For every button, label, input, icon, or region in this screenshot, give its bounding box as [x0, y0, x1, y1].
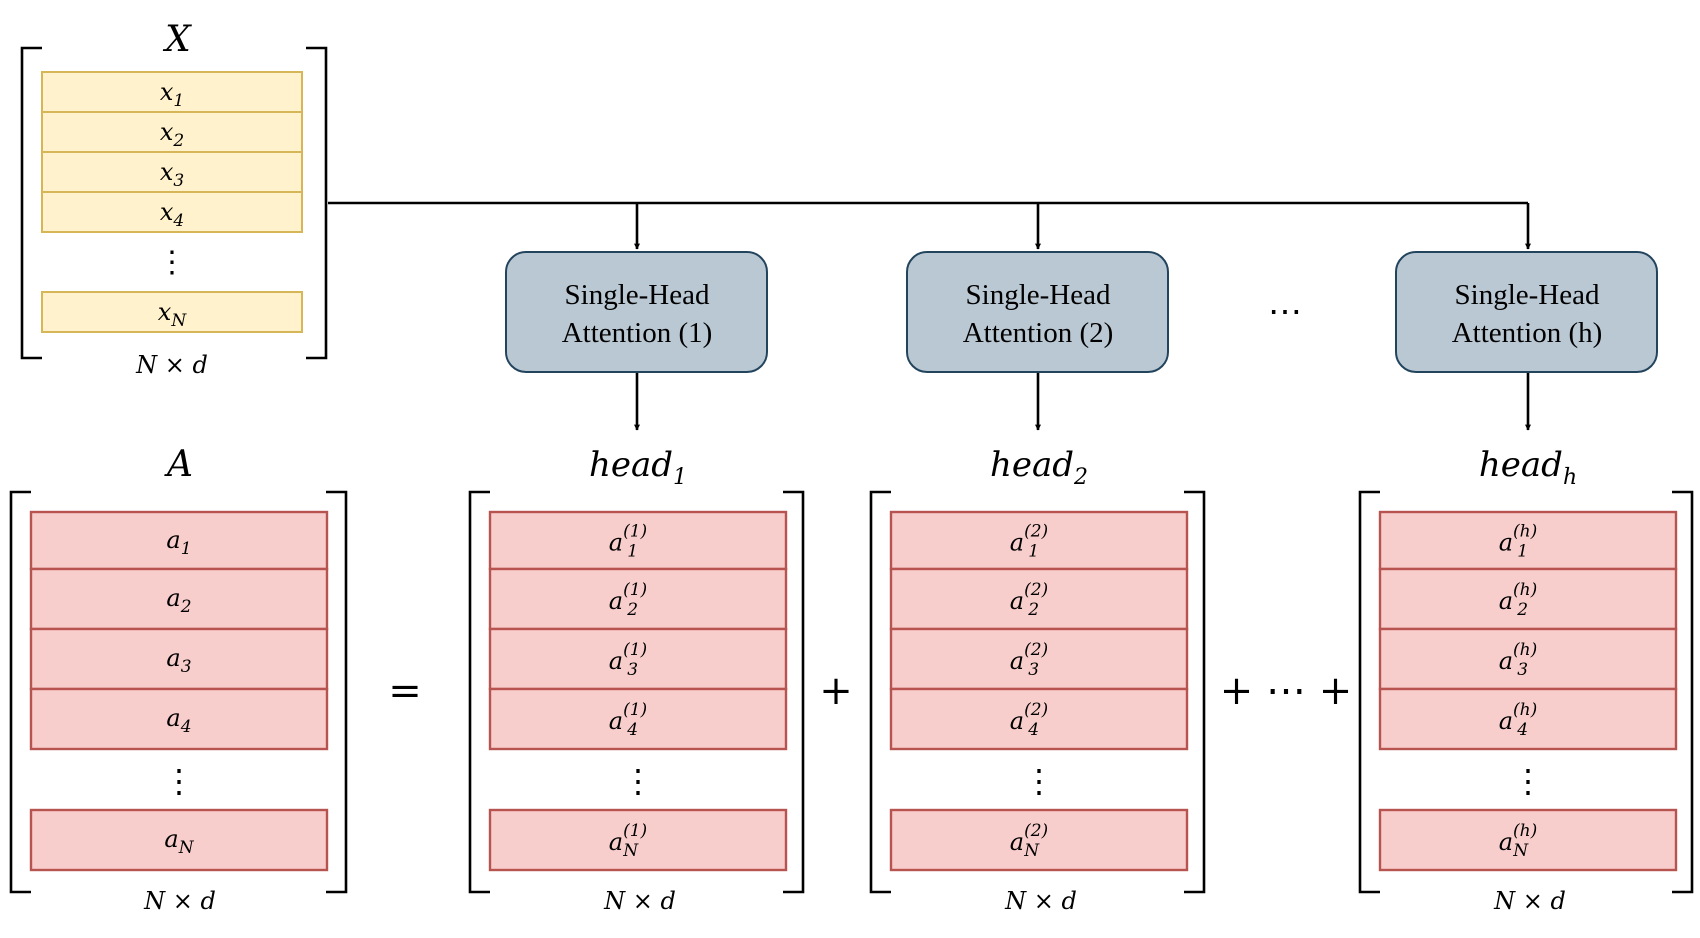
head-row: a(2) N [891, 810, 1187, 870]
svg-text:Attention (1): Attention (1) [562, 317, 713, 349]
right-bracket [306, 48, 326, 358]
input-row: x4 [42, 192, 302, 232]
head-row: a(1) 3 [490, 629, 786, 689]
head-label: head1 [589, 445, 687, 490]
attention-box-h: Single-Head Attention (h) [1396, 252, 1657, 372]
head-dims-label: N × d [603, 887, 676, 915]
output-row: a3 [31, 629, 327, 689]
output-row: a2 [31, 569, 327, 629]
head-matrix: headh a(h) 1a(h) 2a(h) 3a(h) 4 a(h) N ⋮ N × d [1360, 445, 1692, 915]
head-row: a(h) 4 [1380, 689, 1676, 749]
svg-text:Single-Head: Single-Head [966, 279, 1111, 311]
head-row: a(1) N [490, 810, 786, 870]
head-row: a(h) 3 [1380, 629, 1676, 689]
heads-ellipsis: ⋯ [1268, 292, 1302, 332]
input-vertical-dots: ⋮ [157, 245, 187, 280]
left-bracket [11, 492, 31, 892]
svg-text:Attention (h): Attention (h) [1452, 317, 1603, 349]
plus-sign: + [819, 668, 853, 714]
input-matrix: X x1 x2 x3 x4 ⋮ xN N × d [22, 19, 326, 379]
output-row: aN [31, 810, 327, 870]
head-row: a(1) 2 [490, 569, 786, 629]
plus-ellipsis-plus: + ⋯ + [1220, 668, 1352, 714]
head-label: headh [1479, 445, 1577, 490]
head-matrix: head1 a(1) 1a(1) 2a(1) 3a(1) 4 a(1) N ⋮ N × d [470, 445, 803, 915]
right-bracket [326, 492, 346, 892]
head-row: a(h) 2 [1380, 569, 1676, 629]
equals-sign: = [388, 668, 422, 714]
head-row: a(h) 1 [1380, 512, 1676, 569]
input-row: x3 [42, 152, 302, 192]
head-dims-label: N × d [1493, 887, 1566, 915]
left-bracket [470, 492, 490, 892]
input-row: x2 [42, 112, 302, 152]
head-vertical-dots: ⋮ [1023, 762, 1055, 800]
head-matrix: head2 a(2) 1a(2) 2a(2) 3a(2) 4 a(2) N ⋮ N × d [871, 445, 1204, 915]
input-row: xN [42, 292, 302, 332]
head-row: a(1) 1 [490, 512, 786, 569]
output-matrix: A a1 a2 a3 a4 ⋮ aN N × d [11, 444, 346, 915]
head-label: head2 [990, 445, 1088, 490]
left-bracket [22, 48, 42, 358]
head-vertical-dots: ⋮ [622, 762, 654, 800]
output-dims-label: N × d [143, 887, 216, 915]
head-row: a(2) 4 [891, 689, 1187, 749]
attention-box-1: Single-Head Attention (1) [506, 252, 767, 372]
svg-text:Single-Head: Single-Head [565, 279, 710, 311]
head-dims-label: N × d [1004, 887, 1077, 915]
head-row: a(2) 2 [891, 569, 1187, 629]
head-row: a(1) 4 [490, 689, 786, 749]
head-row: a(2) 1 [891, 512, 1187, 569]
input-matrix-title: X [162, 19, 192, 60]
attention-box-2: Single-Head Attention (2) [907, 252, 1168, 372]
head-row: a(h) N [1380, 810, 1676, 870]
input-dims-label: N × d [135, 351, 208, 379]
head-row: a(2) 3 [891, 629, 1187, 689]
left-bracket [1360, 492, 1380, 892]
output-vertical-dots: ⋮ [163, 762, 195, 800]
output-matrix-title: A [164, 444, 193, 485]
left-bracket [871, 492, 891, 892]
head-vertical-dots: ⋮ [1512, 762, 1544, 800]
input-row: x1 [42, 72, 302, 112]
svg-text:Single-Head: Single-Head [1455, 279, 1600, 311]
output-row: a1 [31, 512, 327, 569]
svg-text:Attention (2): Attention (2) [963, 317, 1114, 349]
output-row: a4 [31, 689, 327, 749]
